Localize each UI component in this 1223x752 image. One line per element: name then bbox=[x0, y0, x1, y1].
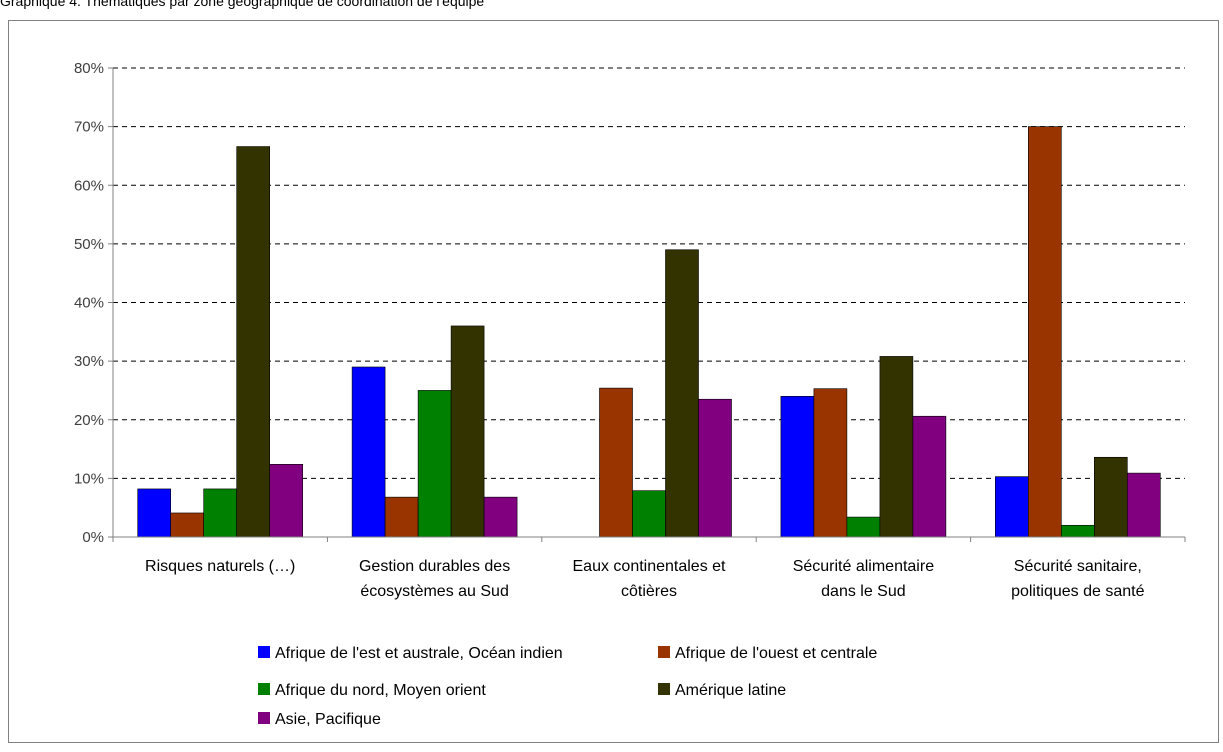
y-tick-label: 0% bbox=[82, 529, 104, 546]
bar bbox=[1028, 126, 1062, 538]
bar bbox=[665, 249, 699, 538]
bar bbox=[879, 356, 914, 538]
x-tick-label: Eaux continentales et bbox=[573, 558, 727, 575]
legend: Afrique de l'est et australe, Océan indi… bbox=[258, 645, 877, 728]
gridlines bbox=[113, 67, 1185, 479]
legend-swatch bbox=[258, 712, 270, 724]
legend-swatch bbox=[658, 683, 670, 695]
bar bbox=[417, 390, 452, 538]
bar bbox=[203, 488, 237, 538]
x-tick-label: côtières bbox=[621, 583, 677, 600]
bar bbox=[599, 387, 633, 538]
bar bbox=[846, 516, 881, 538]
chart-frame bbox=[8, 20, 1219, 743]
y-tick-label: 10% bbox=[74, 470, 104, 487]
x-tick-label: Sécurité alimentaire bbox=[793, 558, 935, 575]
bar bbox=[1094, 456, 1128, 538]
x-tick-label: écosystèmes au Sud bbox=[360, 583, 509, 600]
legend-swatch bbox=[258, 683, 270, 695]
bars bbox=[137, 126, 1161, 538]
bar bbox=[236, 146, 270, 538]
x-tick-label: Risques naturels (…) bbox=[145, 558, 295, 575]
legend-label: Afrique du nord, Moyen orient bbox=[275, 682, 486, 699]
bar bbox=[780, 395, 815, 538]
y-tick-label: 80% bbox=[74, 60, 104, 77]
bar bbox=[912, 415, 947, 538]
x-tick-label: politiques de santé bbox=[1011, 583, 1145, 600]
legend-label: Afrique de l'est et australe, Océan indi… bbox=[275, 645, 563, 662]
legend-label: Amérique latine bbox=[675, 682, 786, 699]
legend-label: Asie, Pacifique bbox=[275, 711, 381, 728]
x-tick-label: Gestion durables des bbox=[359, 558, 510, 575]
y-tick-label: 20% bbox=[74, 412, 104, 429]
bar bbox=[351, 366, 386, 538]
bar bbox=[1061, 524, 1095, 538]
y-tick-label: 60% bbox=[74, 177, 104, 194]
legend-label: Afrique de l'ouest et centrale bbox=[675, 645, 877, 662]
x-tick-label: Sécurité sanitaire, bbox=[1014, 558, 1142, 575]
bar bbox=[632, 490, 666, 538]
bar bbox=[813, 388, 848, 538]
bar bbox=[450, 325, 485, 538]
y-tick-label: 40% bbox=[74, 295, 104, 312]
bar bbox=[1127, 472, 1161, 538]
bar bbox=[483, 496, 518, 538]
x-tick-label: dans le Sud bbox=[821, 583, 906, 600]
bar bbox=[994, 476, 1029, 538]
bar bbox=[384, 496, 419, 538]
bar bbox=[269, 464, 304, 538]
legend-swatch bbox=[258, 646, 270, 658]
bar bbox=[698, 398, 732, 538]
y-tick-label: 50% bbox=[74, 236, 104, 253]
bar bbox=[170, 512, 204, 538]
chart-header-text: Graphique 4. Thématiques par zone géogra… bbox=[0, 0, 484, 9]
y-tick-label: 30% bbox=[74, 353, 104, 370]
y-tick-label: 70% bbox=[74, 119, 104, 136]
bar bbox=[137, 488, 171, 538]
legend-swatch bbox=[658, 646, 670, 658]
axes: 0% 10% 20% 30% 40% 50% 60% 70% 80% Risques nature… bbox=[74, 60, 1186, 600]
